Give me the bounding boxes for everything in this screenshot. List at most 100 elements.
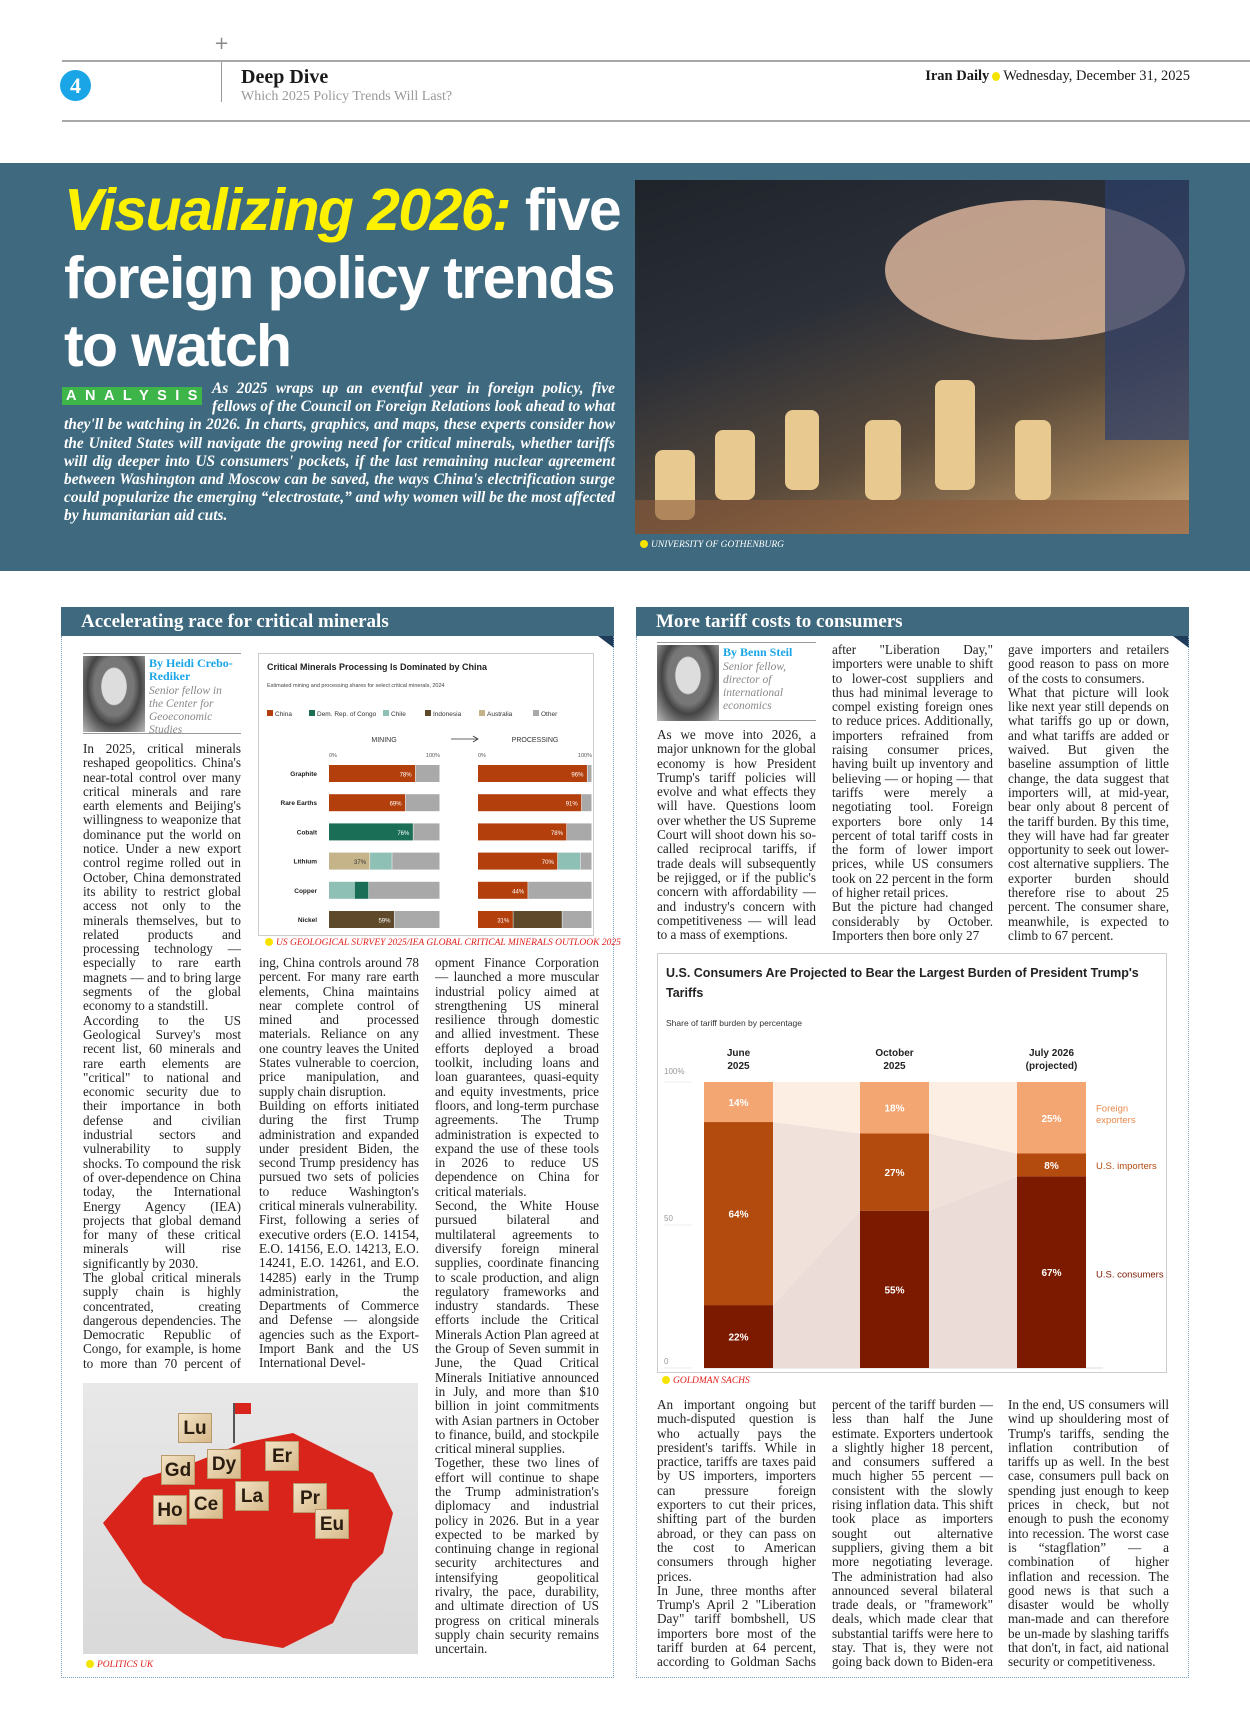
category-label: Cobalt — [297, 829, 318, 836]
series-label: U.S. importers — [1096, 1161, 1157, 1172]
category-label: June — [727, 1048, 751, 1059]
bar-segment — [478, 765, 587, 782]
bar-segment — [329, 852, 370, 870]
data-label: 25% — [1041, 1114, 1061, 1125]
bullet-dot-icon — [992, 72, 1001, 81]
bar-segment — [329, 823, 413, 841]
rare-earth-map-photo: Lu Gd Dy Er Ho Ce La Pr Eu — [83, 1383, 418, 1654]
article1-column-2: ing, China controls around 78 percent. F… — [259, 956, 419, 1372]
y-tick: 0 — [664, 1357, 669, 1366]
bar-segment — [478, 823, 567, 841]
section-title: Deep Dive — [241, 66, 329, 88]
y-tick: 50 — [664, 1214, 673, 1223]
data-label: 55% — [884, 1285, 904, 1296]
connector-band — [929, 1082, 1017, 1154]
bar-segment — [405, 794, 440, 812]
legend-label: Australia — [487, 711, 513, 718]
category-label: October — [875, 1048, 913, 1059]
photo-credit-text: UNIVERSITY OF GOTHENBURG — [651, 540, 784, 550]
article1-title: Accelerating race for critical minerals — [61, 607, 614, 648]
series-label: Foreign — [1096, 1104, 1128, 1115]
headline: Visualizing 2026: five foreign policy tr… — [64, 176, 634, 380]
legend-swatch — [267, 710, 273, 716]
chess-photo — [635, 180, 1189, 534]
credit-dot-icon — [640, 540, 648, 548]
paragraph: opment Finance Corporation — launched a … — [435, 956, 599, 1199]
paragraph: after "Liberation Day," importers were u… — [832, 643, 993, 901]
bar-segment — [478, 794, 582, 812]
china-map-shape — [103, 1403, 393, 1648]
bar-segment — [329, 765, 416, 782]
header-rule-top — [62, 60, 1250, 62]
article2-frame — [636, 636, 1189, 1678]
paragraph: Building on efforts initiated during the… — [259, 1097, 419, 1214]
bar-segment — [478, 881, 528, 899]
bar-segment — [1017, 1082, 1086, 1154]
bar-segment — [580, 852, 592, 870]
legend-swatch — [533, 710, 539, 716]
data-label: 27% — [884, 1168, 904, 1179]
page-number-badge: 4 — [60, 70, 91, 101]
sleeve-shape — [1105, 180, 1189, 440]
bar-segment — [413, 823, 440, 841]
article2-column-2-bottom: percent of the tariff burden — less than… — [832, 1398, 993, 1670]
bar-segment — [704, 1082, 773, 1123]
bar-segment — [394, 911, 440, 928]
bar-segment — [557, 852, 581, 870]
chessboard-shape — [635, 500, 1189, 534]
legend-label: Indonesia — [433, 711, 462, 718]
paragraph: ing, China controls around 78 percent. F… — [259, 956, 419, 1099]
series-label: exporters — [1096, 1115, 1136, 1126]
author-photo — [657, 645, 719, 721]
chart-subtitle: Estimated mining and processing shares f… — [267, 683, 445, 689]
paragraph: In June, three months after Trump's Apri… — [657, 1582, 816, 1670]
chart2-credit-text: GOLDMAN SACHS — [673, 1376, 750, 1386]
paragraph: Second, the White House pursued bilatera… — [435, 1198, 599, 1457]
intro-text: As 2025 wraps up an eventful year in for… — [64, 380, 615, 525]
category-label: Graphite — [290, 771, 317, 778]
article2-column-3-bottom: In the end, US consumers will wind up sh… — [1008, 1398, 1169, 1670]
chart1-credit: US GEOLOGICAL SURVEY 2025/IEA GLOBAL CRI… — [262, 938, 621, 948]
chart1-credit-text: US GEOLOGICAL SURVEY 2025/IEA GLOBAL CRI… — [276, 938, 621, 948]
map-credit-text: POLITICS UK — [97, 1660, 154, 1670]
bar-segment — [354, 881, 369, 899]
bar-segment — [860, 1133, 929, 1211]
author-role: Senior fellow in the Center for Geoecono… — [149, 685, 222, 736]
category-label: 2025 — [727, 1061, 750, 1072]
connector-band — [929, 1133, 1017, 1211]
analysis-tag: ANALYSIS — [62, 387, 202, 405]
bar-segment — [415, 765, 440, 782]
bar-segment — [1017, 1176, 1086, 1368]
bar-segment — [566, 823, 592, 841]
paragraph: An important ongoing but much-disputed q… — [657, 1398, 816, 1584]
bar-segment — [860, 1082, 929, 1134]
data-label: 67% — [1041, 1268, 1061, 1279]
paragraph: gave importers and retailers good reason… — [1008, 643, 1169, 686]
element-cube: Eu — [315, 1509, 349, 1539]
legend-label: Other — [541, 711, 558, 718]
article2-column-1-bottom: An important ongoing but much-disputed q… — [657, 1398, 816, 1670]
arrow-head-icon — [472, 735, 479, 743]
y-tick: 100% — [664, 1067, 684, 1076]
category-label: (projected) — [1026, 1061, 1078, 1072]
author-role: Senior fellow, director of international… — [723, 661, 787, 712]
data-label: 31% — [497, 919, 510, 925]
chart-title: U.S. Consumers Are Projected to Bear the… — [666, 966, 1139, 980]
legend-label: Dem. Rep. of Congo — [317, 711, 377, 718]
data-label: 59% — [378, 919, 391, 925]
category-label: Rare Earths — [281, 800, 318, 807]
bar-segment — [513, 911, 562, 928]
element-cube: Ce — [189, 1489, 223, 1519]
chart-title: Critical Minerals Processing Is Dominate… — [267, 662, 488, 672]
bar-segment — [704, 1305, 773, 1368]
data-label: 22% — [728, 1333, 748, 1344]
bar-segment — [329, 911, 394, 928]
article2-column-3-top: gave importers and retailers good reason… — [1008, 643, 1169, 944]
issue-date: Wednesday, December 31, 2025 — [1003, 68, 1190, 84]
data-label: 76% — [397, 831, 410, 837]
element-cube: Ho — [153, 1495, 187, 1525]
bar-segment — [860, 1210, 929, 1368]
article1-frame — [61, 636, 614, 1678]
data-label: 96% — [571, 773, 584, 779]
article1-column-3: opment Finance Corporation — launched a … — [435, 956, 599, 1670]
